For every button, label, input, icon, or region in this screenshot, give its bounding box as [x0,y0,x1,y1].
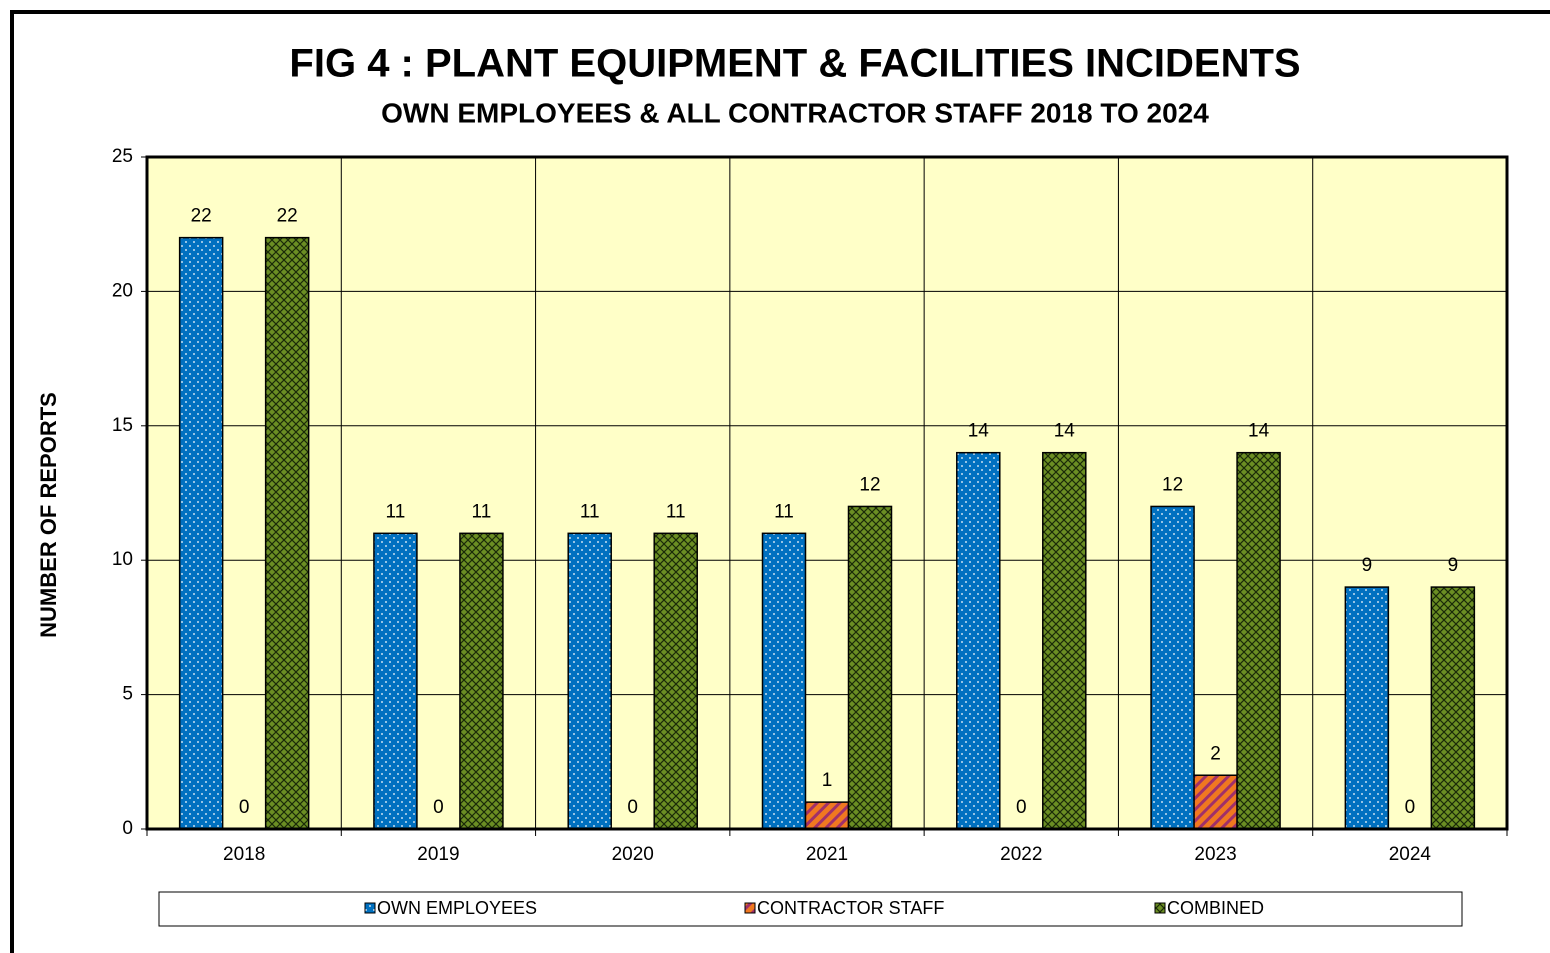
y-tick-label: 15 [112,415,133,436]
bar [1236,451,1281,830]
value-label: 0 [239,797,250,818]
y-tick-label: 5 [122,684,133,705]
bar [956,451,1001,830]
bar [847,505,893,830]
legend-swatch [1154,902,1166,914]
plot-area [147,157,1507,829]
value-label: 11 [580,501,600,522]
value-label: 12 [1162,474,1183,495]
bar [761,532,807,830]
bar [653,532,698,830]
value-label: 9 [1448,555,1459,576]
x-tick-label: 2023 [1194,844,1236,865]
value-label: 1 [822,770,833,791]
value-label: 14 [968,421,990,442]
x-tick-label: 2020 [612,844,654,865]
value-label: 11 [666,501,686,522]
chart-subtitle: OWN EMPLOYEES & ALL CONTRACTOR STAFF 201… [381,97,1209,128]
legend-label: OWN EMPLOYEES [377,898,537,918]
bar [264,236,310,830]
bar [1042,451,1087,830]
y-tick-label: 0 [122,818,133,839]
bar [804,801,850,830]
value-label: 0 [1016,797,1027,818]
x-tick-label: 2019 [417,844,459,865]
y-tick-label: 25 [112,146,133,167]
bar [1430,586,1476,830]
legend-box [158,891,1463,927]
legend-swatch [744,902,756,914]
value-label: 9 [1362,555,1373,576]
bar [1193,774,1238,830]
y-axis-label: NUMBER OF REPORTS [36,392,61,638]
legend-swatch [364,902,376,914]
bar [1150,505,1195,830]
value-label: 22 [277,206,298,227]
value-label: 11 [472,501,492,522]
value-label: 11 [774,501,794,522]
value-label: 0 [433,797,444,818]
value-label: 11 [386,501,406,522]
legend-label: CONTRACTOR STAFF [757,898,944,918]
value-label: 0 [1405,797,1416,818]
y-tick-label: 10 [112,549,133,570]
bar [373,532,418,830]
legend-label: COMBINED [1167,898,1264,918]
x-tick-label: 2018 [223,844,265,865]
bar [459,532,504,830]
chart-title: FIG 4 : PLANT EQUIPMENT & FACILITIES INC… [289,42,1300,86]
value-label: 14 [1054,421,1076,442]
value-label: 14 [1248,421,1270,442]
value-label: 0 [627,797,638,818]
value-label: 12 [859,474,880,495]
x-tick-label: 2024 [1389,844,1432,865]
bar [567,532,612,830]
x-tick-label: 2021 [806,844,848,865]
x-tick-label: 2022 [1000,844,1042,865]
bar [178,236,224,830]
y-tick-label: 20 [112,280,133,301]
value-label: 22 [191,206,212,227]
value-label: 2 [1210,743,1221,764]
bar [1344,586,1390,830]
